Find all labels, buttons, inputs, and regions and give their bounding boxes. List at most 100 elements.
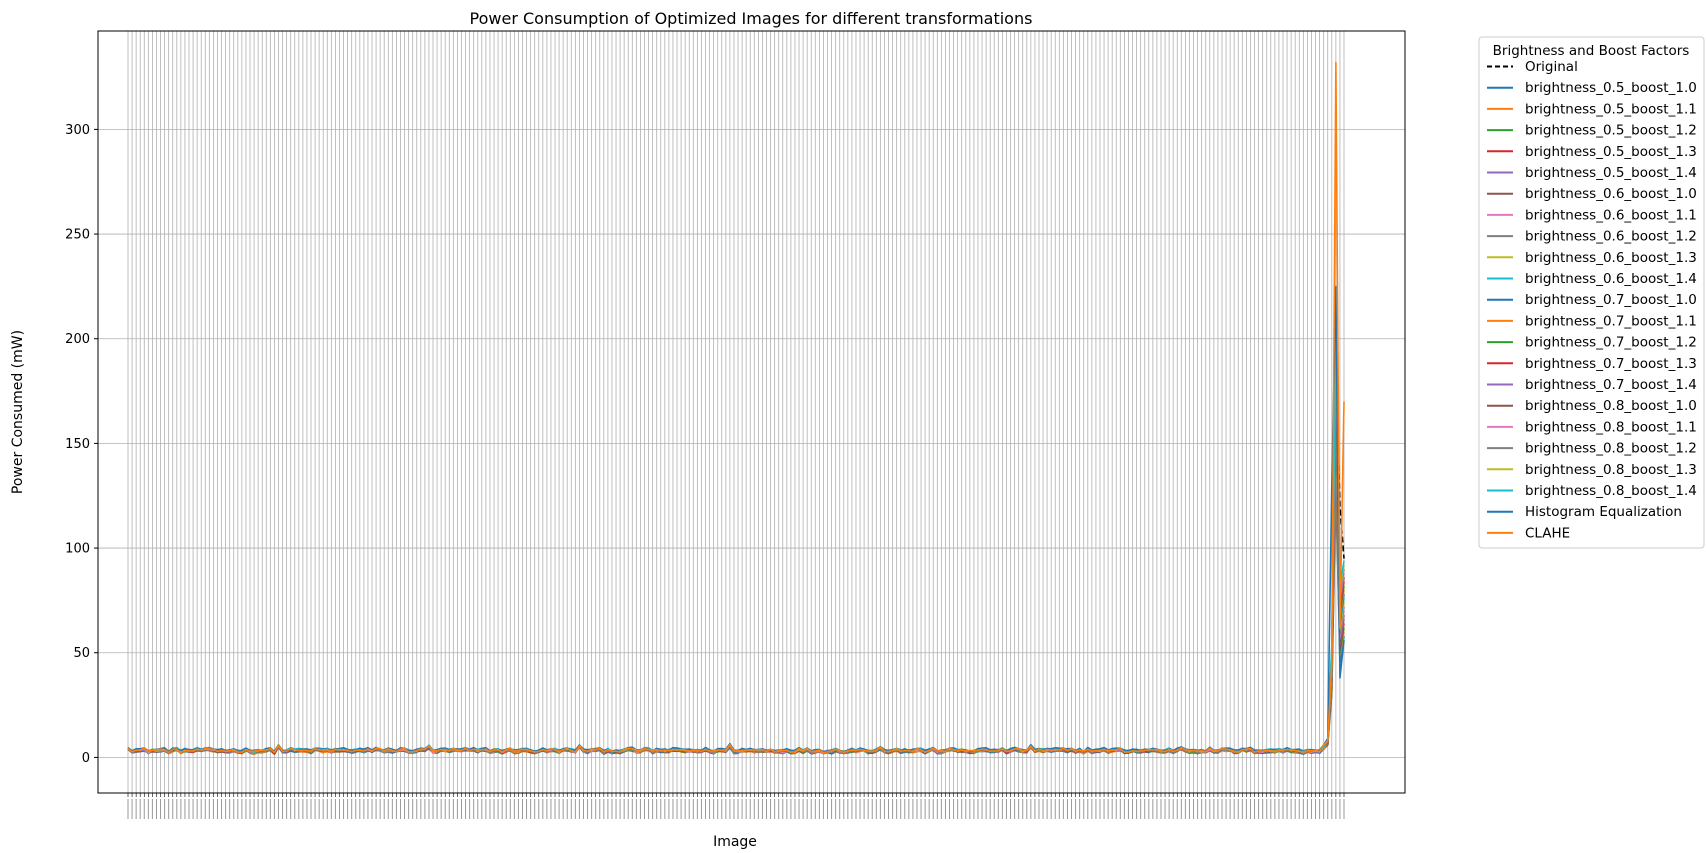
x-tick-label [432, 799, 434, 819]
x-tick-label [623, 799, 625, 819]
x-tick-label [424, 799, 426, 819]
x-tick-label [916, 799, 918, 819]
x-tick-label [1262, 799, 1264, 819]
x-tick-label [334, 799, 336, 819]
x-tick-label [973, 799, 975, 819]
x-tick-label [1103, 799, 1105, 819]
x-tick-label [871, 799, 873, 819]
x-tick-label [875, 799, 877, 819]
x-tick-label [440, 799, 442, 819]
x-tick-label [774, 799, 776, 819]
x-tick-label [737, 799, 739, 819]
y-tick-label: 250 [65, 228, 90, 243]
x-tick-label [371, 799, 373, 819]
x-tick-label [550, 799, 552, 819]
x-tick-label [883, 799, 885, 819]
x-tick-label [1274, 799, 1276, 819]
x-tick-label [859, 799, 861, 819]
legend-box [1478, 36, 1705, 549]
legend-label: CLAHE [1525, 525, 1570, 541]
x-tick-label [436, 799, 438, 819]
x-tick-label [1245, 799, 1247, 819]
x-tick-label [831, 799, 833, 819]
x-tick-label [383, 799, 385, 819]
x-tick-label [302, 799, 304, 819]
x-tick-label [582, 799, 584, 819]
x-tick-label [648, 799, 650, 819]
x-tick-label [696, 799, 698, 819]
x-tick-label [1323, 799, 1325, 819]
x-tick-label [855, 799, 857, 819]
x-tick-label [1030, 799, 1032, 819]
x-tick-label [253, 799, 255, 819]
x-tick-label [160, 799, 162, 819]
x-tick-label [517, 799, 519, 819]
x-tick-label [761, 799, 763, 819]
legend-label: brightness_0.8_boost_1.4 [1525, 483, 1697, 499]
x-tick-label [505, 799, 507, 819]
x-tick-label [1075, 799, 1077, 819]
legend-label: brightness_0.5_boost_1.4 [1525, 165, 1697, 181]
x-tick-label [200, 799, 202, 819]
x-tick-label [1172, 799, 1174, 819]
x-tick-label [1335, 799, 1337, 819]
x-tick-label [1005, 799, 1007, 819]
x-tick-label [412, 799, 414, 819]
legend-label: brightness_0.6_boost_1.1 [1525, 207, 1697, 223]
x-tick-label [692, 799, 694, 819]
x-tick-label [802, 799, 804, 819]
x-tick-label [460, 799, 462, 819]
x-tick-label [1176, 799, 1178, 819]
x-tick-label [416, 799, 418, 819]
x-tick-label [1107, 799, 1109, 819]
x-tick-label [473, 799, 475, 819]
x-tick-label [273, 799, 275, 819]
x-tick-label [587, 799, 589, 819]
legend-label: brightness_0.5_boost_1.1 [1525, 101, 1697, 117]
x-tick-label [456, 799, 458, 819]
x-axis-label: Image [713, 834, 757, 850]
x-tick-label [798, 799, 800, 819]
y-tick-label: 300 [65, 123, 90, 138]
x-tick-label [261, 799, 263, 819]
x-tick-label [1339, 799, 1341, 819]
legend-label: Original [1525, 59, 1578, 75]
x-tick-label [131, 799, 133, 819]
x-tick-label [1099, 799, 1101, 819]
x-tick-label [1209, 799, 1211, 819]
x-tick-label [822, 799, 824, 819]
x-tick-label [1119, 799, 1121, 819]
x-tick-label [343, 799, 345, 819]
x-tick-label [1022, 799, 1024, 819]
legend-label: brightness_0.7_boost_1.1 [1525, 313, 1697, 329]
x-tick-label [151, 799, 153, 819]
legend-label: brightness_0.6_boost_1.0 [1525, 186, 1697, 202]
x-tick-label [745, 799, 747, 819]
legend-label: brightness_0.5_boost_1.3 [1525, 144, 1697, 160]
x-tick-label [477, 799, 479, 819]
x-tick-label [660, 799, 662, 819]
x-tick-label [1327, 799, 1329, 819]
x-tick-label [282, 799, 284, 819]
x-tick-label [1095, 799, 1097, 819]
x-tick-label [245, 799, 247, 819]
x-tick-label [1140, 799, 1142, 819]
x-tick-label [733, 799, 735, 819]
x-tick-label [1050, 799, 1052, 819]
x-tick-label [709, 799, 711, 819]
x-tick-label [127, 799, 129, 819]
x-tick-label [713, 799, 715, 819]
x-tick-label [155, 799, 157, 819]
x-tick-label [932, 799, 934, 819]
x-tick-label [1298, 799, 1300, 819]
x-tick-label [949, 799, 951, 819]
x-tick-label [1331, 799, 1333, 819]
x-tick-label [1123, 799, 1125, 819]
x-tick-label [997, 799, 999, 819]
x-tick-label [961, 799, 963, 819]
x-tick-label [513, 799, 515, 819]
x-tick-label [176, 799, 178, 819]
x-axis [127, 793, 1345, 819]
x-tick-label [757, 799, 759, 819]
x-tick-label [924, 799, 926, 819]
